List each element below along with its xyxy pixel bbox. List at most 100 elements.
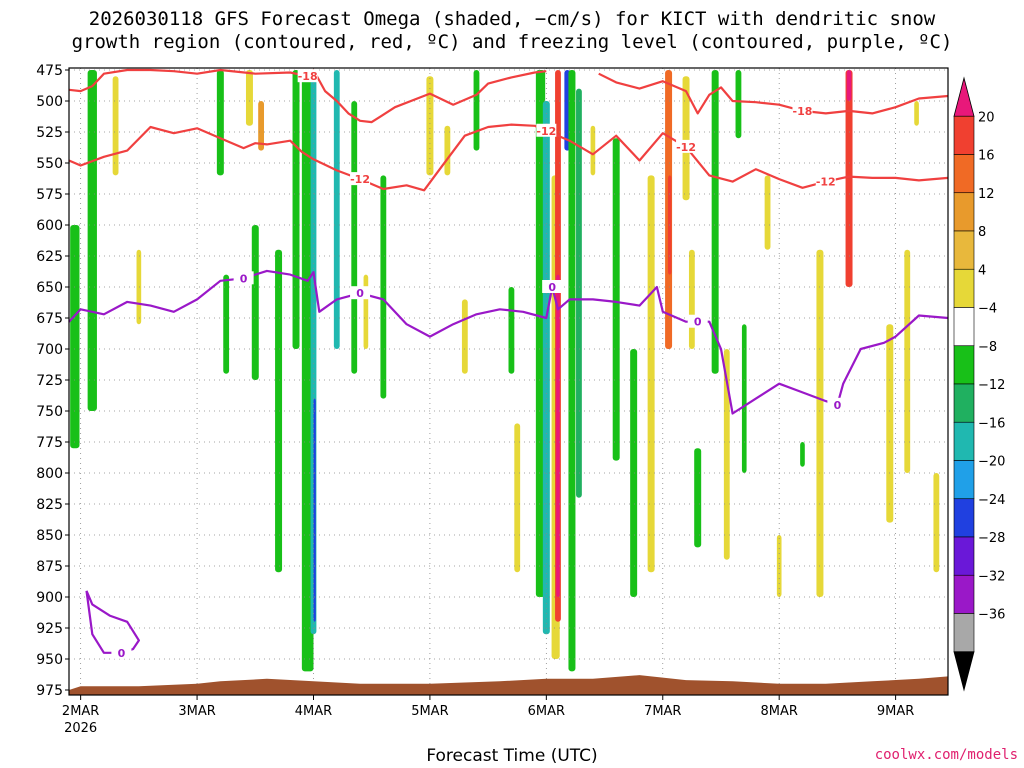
colorbar-label: −20 — [978, 455, 1005, 470]
y-tick-label: 900 — [36, 590, 63, 606]
contour-purple_0_closed — [85, 590, 140, 654]
omega-band-23 — [514, 423, 521, 573]
colorbar-label: 20 — [978, 110, 995, 125]
y-tick-label: 700 — [36, 342, 63, 358]
colorbar-label: −12 — [978, 378, 1005, 393]
omega-band-18 — [426, 76, 434, 176]
omega-band-10 — [292, 70, 300, 349]
omega-band-7 — [251, 225, 259, 380]
omega-band-50 — [846, 70, 852, 101]
colorbar-swatch — [953, 230, 975, 270]
colorbar-label: −16 — [978, 416, 1005, 431]
x-tick-label: 2MAR — [62, 704, 99, 719]
contour-label-bg — [815, 174, 836, 188]
omega-band-2 — [112, 76, 119, 176]
y-tick-label: 600 — [36, 218, 63, 234]
omega-band-0 — [70, 225, 80, 449]
contour-label: -18 — [793, 105, 813, 118]
omega-band-28 — [556, 274, 560, 597]
omega-band-17 — [380, 175, 387, 399]
omega-band-6 — [245, 70, 253, 126]
contour-label: 0 — [694, 316, 702, 329]
contour-red_minus18 — [68, 68, 547, 124]
colorbar-swatch — [953, 613, 975, 653]
colorbar-swatch — [953, 345, 975, 385]
colorbar-swatch — [953, 498, 975, 538]
colorbar-swatch — [953, 574, 975, 614]
x-tick-year: 2026 — [64, 721, 97, 736]
contour-label: 0 — [118, 647, 126, 660]
omega-band-30 — [568, 70, 576, 672]
y-tick-label: 675 — [36, 311, 63, 327]
contour-label: 0 — [240, 272, 248, 285]
x-tick-label: 6MAR — [528, 704, 565, 719]
contour-label-bg — [233, 271, 254, 285]
colorbar-label: 12 — [978, 187, 995, 202]
y-tick-label: 875 — [36, 559, 63, 575]
contour-red_minus18_b — [598, 72, 949, 115]
omega-band-22 — [508, 287, 515, 374]
contour-label-bg — [297, 69, 318, 83]
chart-title-line2: growth region (contoured, red, ºC) and f… — [71, 31, 953, 53]
omega-band-53 — [914, 101, 919, 126]
omega-band-31 — [576, 88, 582, 498]
omega-band-52 — [904, 249, 911, 473]
colorbar-bottom-arrow — [953, 651, 975, 692]
colorbar-swatch — [953, 268, 975, 308]
omega-band-4 — [216, 70, 224, 176]
colorbar-label: −24 — [978, 493, 1005, 508]
omega-band-15 — [351, 101, 358, 374]
omega-band-8 — [258, 101, 265, 151]
y-tick-label: 525 — [36, 125, 63, 141]
x-tick-label: 9MAR — [877, 704, 914, 719]
omega-band-33 — [612, 138, 620, 461]
colorbar-label: −32 — [978, 569, 1005, 584]
colorbar-label: 16 — [978, 149, 995, 164]
contour-red_minus12 — [68, 123, 949, 192]
x-tick-label: 7MAR — [644, 704, 681, 719]
omega-band-25 — [542, 101, 550, 635]
omega-band-54 — [933, 473, 940, 573]
y-tick-label: 825 — [36, 497, 63, 513]
y-tick-label: 800 — [36, 466, 63, 482]
contour-label-bg — [350, 172, 371, 186]
y-tick-label: 925 — [36, 621, 63, 637]
x-tick-label: 5MAR — [411, 704, 448, 719]
colorbar-swatch — [953, 383, 975, 423]
colorbar-label: 8 — [978, 225, 986, 240]
y-tick-label: 550 — [36, 156, 63, 172]
y-tick-label: 500 — [36, 94, 63, 110]
x-axis-title: Forecast Time (UTC) — [426, 746, 598, 766]
colorbar-label: −4 — [978, 302, 997, 317]
ground-terrain — [69, 675, 948, 695]
y-axis-ticks: 475 500 525 550 575 600 625 650 675 700 725 750 775 8… — [36, 63, 69, 699]
y-tick-label: 950 — [36, 652, 63, 668]
contour-label-bg — [111, 645, 132, 659]
contour-label-bg — [827, 397, 848, 411]
omega-band-32 — [590, 125, 596, 176]
plot-border — [68, 67, 949, 696]
plot-background — [69, 68, 948, 695]
contour-label-bg — [350, 286, 371, 300]
plot-frame — [68, 67, 949, 696]
omega-band-43 — [735, 70, 742, 139]
omega-band-42 — [723, 349, 730, 560]
y-tick-label: 850 — [36, 528, 63, 544]
contour-label-bg — [536, 123, 557, 137]
colorbar-swatch — [953, 460, 975, 500]
y-tick-label: 650 — [36, 280, 63, 296]
y-tick-label: 575 — [36, 187, 63, 203]
y-tick-label: 475 — [36, 63, 63, 79]
colorbar-swatch — [953, 536, 975, 576]
colorbar: 20 16 12 8 4 −4 −8 −12 −16 −20 −24 −28 −32 −36 — [953, 76, 1005, 692]
colorbar-swatch — [953, 307, 975, 347]
omega-band-48 — [816, 249, 824, 598]
omega-band-16 — [363, 274, 369, 349]
y-tick-label: 975 — [36, 683, 63, 699]
omega-band-38 — [682, 76, 690, 201]
contour-label-bg — [792, 103, 813, 117]
colorbar-label: 4 — [978, 263, 986, 278]
omega-band-21 — [473, 70, 480, 151]
omega-band-45 — [764, 175, 771, 250]
y-tick-label: 625 — [36, 249, 63, 265]
